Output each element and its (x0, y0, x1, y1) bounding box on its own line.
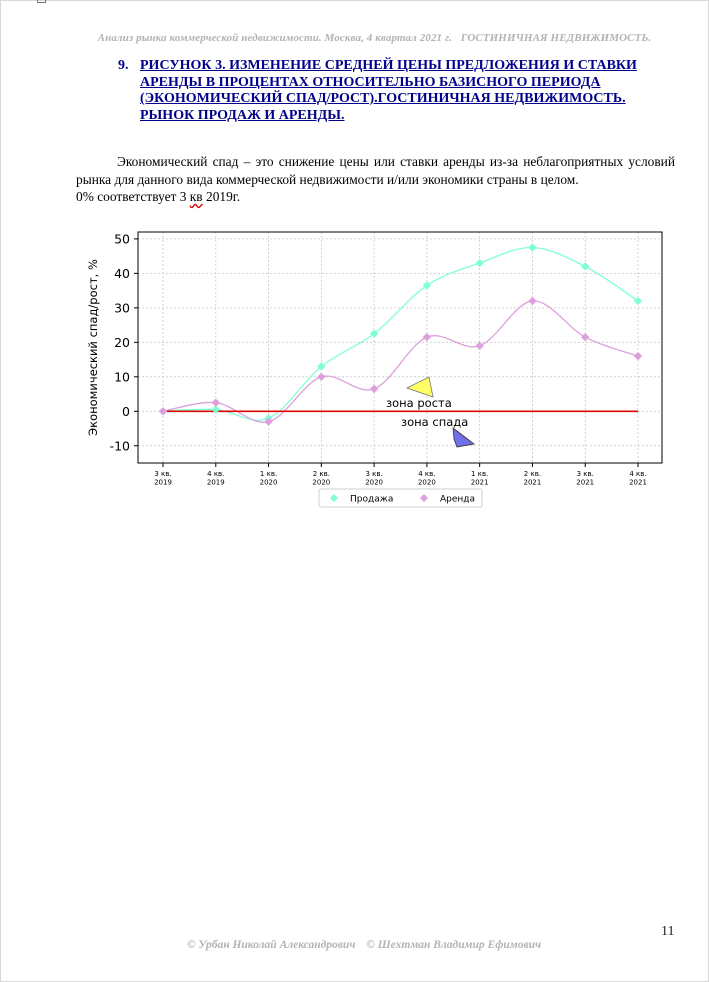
legend-label-sale: Продажа (350, 495, 393, 505)
paragraph-line2-start: 0% соответствует 3 (76, 189, 187, 204)
decline-zone-label: зона спада (401, 415, 468, 429)
data-point-rent (633, 351, 643, 361)
x-tick-label: 4 кв. 2020 (418, 470, 436, 487)
paragraph-line2: 0% соответствует 3 кв 2019г. (76, 188, 675, 206)
legend-marker-rent (420, 494, 428, 502)
x-tick-label: 4 кв. 2019 (207, 470, 225, 487)
page-number: 11 (661, 924, 675, 939)
running-header: Анализ рынка коммерческой недвижимости. … (0, 32, 709, 44)
y-tick-label: 10 (114, 369, 130, 384)
paragraph-spellcheck-word: кв (189, 189, 203, 204)
header-right-text: ГОСТИНИЧНАЯ НЕДВИЖИМОСТЬ. (460, 32, 652, 44)
figure-heading: 9. РИСУНОК 3. ИЗМЕНЕНИЕ СРЕДНЕЙ ЦЕНЫ ПРЕ… (118, 58, 658, 124)
x-tick-label: 1 кв. 2020 (260, 470, 278, 487)
data-point-rent (264, 417, 273, 426)
paragraph-line2-end: 2019г. (206, 189, 241, 204)
footer-author1: © Урбан Николай Александрович (186, 939, 356, 951)
data-point-sale (528, 243, 537, 252)
x-tick-label: 3 кв. 2021 (576, 470, 594, 487)
legend-box (318, 488, 483, 508)
data-point-sale (633, 296, 643, 306)
heading-number: 9. (118, 58, 129, 73)
series-line-sale (162, 246, 639, 421)
x-tick-label: 4 кв. 2021 (629, 470, 647, 487)
data-point-sale (422, 281, 432, 290)
data-point-rent (317, 372, 326, 382)
y-tick-label: -10 (110, 438, 130, 453)
page-corner-mark (37, 0, 46, 3)
y-tick-label: 20 (114, 335, 130, 350)
data-point-sale (317, 362, 326, 371)
data-point-rent (158, 407, 168, 416)
growth-zone-label: зона роста (386, 396, 452, 410)
decline-zone-arrow (452, 427, 475, 448)
series-line-rent (162, 300, 639, 423)
body-paragraph: Экономический спад – это снижение цены и… (76, 153, 675, 206)
footer: © Урбан Николай Александрович © Шехтман … (0, 939, 709, 951)
data-point-rent (422, 332, 432, 342)
data-point-rent (528, 296, 537, 306)
y-tick-label: 30 (114, 300, 130, 315)
x-tick-label: 3 кв. 2019 (154, 470, 172, 487)
data-point-rent (475, 341, 484, 350)
data-point-rent (211, 398, 220, 407)
plot-frame (137, 231, 663, 464)
data-point-sale (211, 405, 220, 414)
y-tick-label: 0 (122, 404, 130, 419)
x-tick-label: 2 кв. 2020 (312, 470, 330, 487)
x-tick-label: 1 кв. 2021 (471, 470, 489, 487)
footer-author2: © Шехтман Владимир Ефимович (366, 939, 542, 951)
data-point-sale (475, 258, 484, 268)
x-tick-label: 2 кв. 2021 (524, 470, 542, 487)
paragraph-line1: Экономический спад – это снижение цены и… (76, 154, 675, 187)
legend-marker-sale (330, 494, 338, 502)
y-axis-label: Экономический спад/рост, % (86, 259, 100, 436)
legend-label-rent: Аренда (440, 495, 475, 505)
header-left-text: Анализ рынка коммерческой недвижимости. … (97, 32, 452, 44)
x-tick-label: 3 кв. 2020 (365, 470, 383, 487)
growth-decline-chart: -10 0 10 20 30 40 50 3 кв. 2019 4 кв. 2019 1 кв. 202… (86, 231, 663, 508)
growth-zone-arrow (405, 376, 434, 398)
heading-title[interactable]: РИСУНОК 3. ИЗМЕНЕНИЕ СРЕДНЕЙ ЦЕНЫ ПРЕДЛО… (140, 58, 637, 123)
data-point-sale (369, 329, 379, 338)
y-tick-label: 50 (114, 231, 130, 246)
y-tick-label: 40 (114, 266, 130, 281)
plot-area (138, 232, 662, 463)
